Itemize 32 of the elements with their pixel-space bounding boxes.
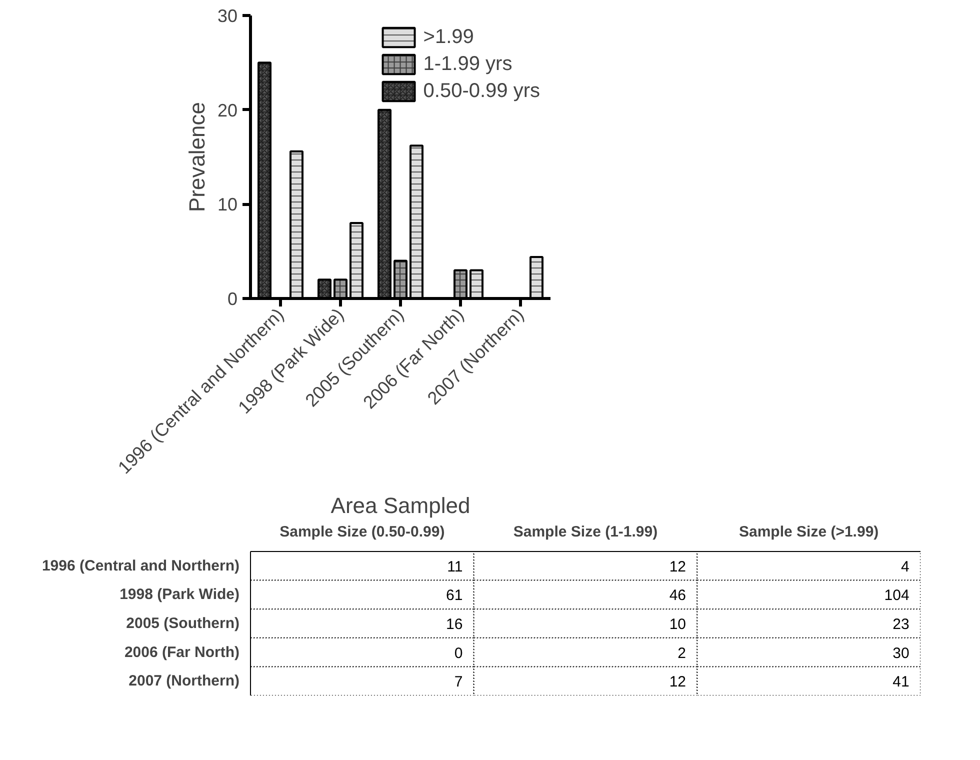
x-tick-label: Sample Size (>1.99): [739, 524, 879, 540]
y-tick-label: 0: [227, 289, 238, 309]
x-axis-title: Area Sampled: [330, 492, 470, 518]
data-label: 30: [892, 644, 910, 662]
data-label: 4: [900, 558, 910, 576]
y-tick-label: 2005 (Southern): [126, 615, 240, 632]
y-tick-label: 20: [217, 100, 238, 120]
x-tick-label: Sample Size (1-1.99): [513, 524, 658, 540]
y-tick-label: 1998 (Park Wide): [120, 586, 240, 604]
y-tick-label: 10: [217, 194, 238, 215]
data-label: 7: [454, 674, 463, 691]
data-label: 104: [884, 587, 910, 604]
y-tick-label: 30: [217, 6, 238, 26]
x-tick-label: Sample Size (0.50-0.99): [280, 524, 445, 540]
legend-label: 0.50-0.99 yrs: [423, 80, 540, 102]
data-label: 12: [669, 674, 686, 691]
data-label: 16: [446, 616, 463, 633]
data-label: 46: [669, 587, 686, 604]
data-label: 61: [446, 587, 463, 604]
data-label: 11: [447, 558, 463, 576]
data-label: 0: [454, 644, 463, 662]
y-tick-label: 2006 (Far North): [124, 644, 240, 661]
data-label: 12: [669, 558, 686, 576]
y-tick-label: 1996 (Central and Northern): [42, 557, 240, 574]
data-label: 41: [892, 674, 910, 691]
data-label: 10: [669, 616, 686, 633]
y-tick-label: 2007 (Northern): [128, 672, 240, 690]
data-label: 2: [678, 644, 686, 662]
legend-label: >1.99: [423, 26, 474, 48]
y-axis-title: Prevalence: [184, 102, 210, 212]
data-label: 23: [892, 616, 910, 633]
legend-label: 1-1.99 yrs: [423, 52, 512, 76]
